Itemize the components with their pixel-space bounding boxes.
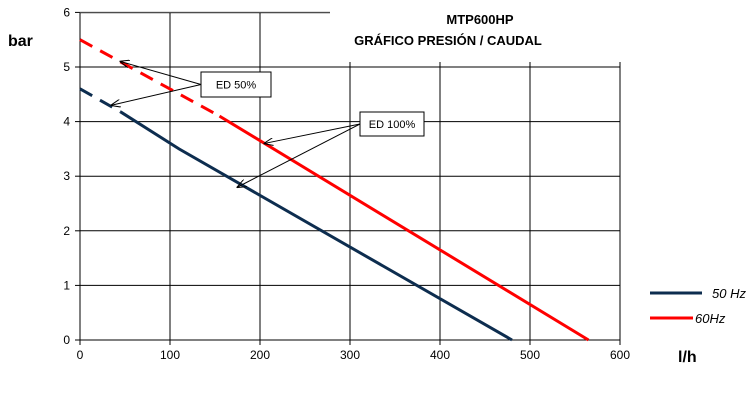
callout-arrow-ed-100-0 [265,123,361,143]
x-tick-label-600: 600 [610,348,630,362]
chart-subtitle: GRÁFICO PRESIÓN / CAUDAL [354,33,542,48]
series-0-solid-line [119,110,513,342]
x-tick-label-300: 300 [340,348,360,362]
callout-label-ed-100: ED 100% [369,119,416,131]
series-lines [79,38,590,342]
callout-box-ed-50 [200,71,272,98]
callout-arrow-ed-100-1 [238,123,361,187]
callout-arrow-ed-50-0 [121,62,202,85]
x-tick-label-400: 400 [430,348,450,362]
tick-labels: 0 1 2 3 4 5 6 0 100 200 300 400 500 600 [63,5,630,362]
y-tick-label-0: 0 [63,333,70,347]
chart-title: MTP600HP [446,12,514,27]
legend: 50 Hz 60Hz [650,286,746,326]
callout-arrow-ed-50-1 [112,84,202,106]
callout-box-ed-100 [359,111,425,137]
callout-label-ed-50: ED 50% [216,80,257,92]
x-tick-label-100: 100 [160,348,180,362]
annotations: ED 50% ED 100% [112,62,425,188]
y-tick-label-3: 3 [63,169,70,183]
legend-label-60hz: 60Hz [695,311,726,326]
x-tick-label-500: 500 [520,348,540,362]
y-tick-label-5: 5 [63,60,70,74]
axes [75,11,621,345]
x-tick-label-0: 0 [77,348,84,362]
x-axis-unit: l/h [678,349,697,366]
series-1-dashed-line [79,38,221,118]
grid-lines [80,11,621,340]
y-tick-label-1: 1 [63,278,70,292]
x-tick-label-200: 200 [250,348,270,362]
y-tick-label-6: 6 [63,5,70,19]
y-tick-label-4: 4 [63,115,70,129]
series-1-solid-line [218,114,590,342]
y-axis-unit: bar [8,33,33,50]
series-0-dashed-line [79,87,122,114]
legend-label-50hz: 50 Hz [712,286,746,301]
y-tick-label-2: 2 [63,224,70,238]
